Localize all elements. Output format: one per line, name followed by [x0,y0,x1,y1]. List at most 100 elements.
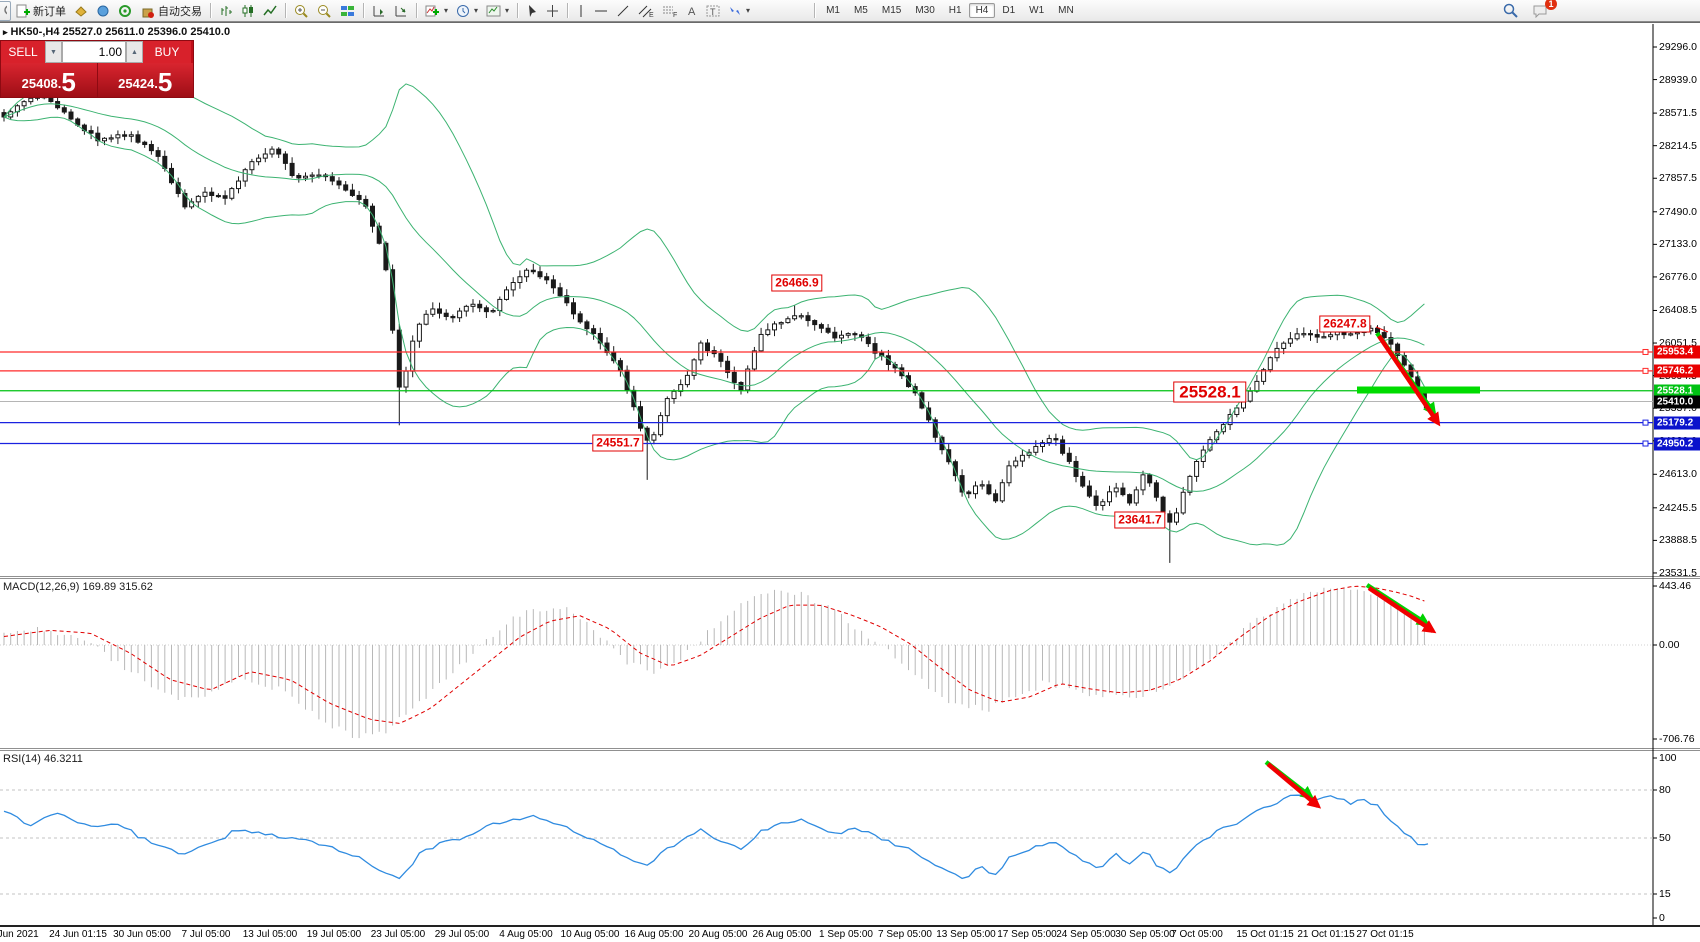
toolbar-separator [517,3,519,18]
toolbar-separator [567,3,569,18]
timeframe-M5[interactable]: M5 [853,4,868,16]
svg-text:F: F [673,12,677,18]
zoom-out-button[interactable] [313,1,336,21]
buy-price-frac: 5 [157,67,173,97]
equidistant-channel-button[interactable]: E [634,1,658,21]
level-line-24950.2[interactable] [0,440,1653,447]
crosshair-icon [547,4,559,17]
signal-icon [119,5,131,17]
dropdown-caret-icon: ▾ [746,6,751,15]
search-icon [1503,3,1518,18]
line-chart-button[interactable] [259,1,281,21]
level-line-25746.2[interactable] [0,367,1653,374]
text-icon: A [688,6,696,18]
price-annotation[interactable]: 25528.1 [1173,381,1247,403]
timeframe-W1[interactable]: W1 [1029,4,1045,16]
sep-macd-rsi[interactable] [0,748,1700,751]
chart-shift-icon [373,5,384,16]
bollinger-band [3,116,1425,546]
periods-button[interactable]: ▾ [452,1,482,21]
cursor-button[interactable] [522,1,542,21]
trend-arrow-rsi[interactable] [1266,762,1322,809]
clipped-icon [0,0,11,21]
new-order-button[interactable]: 新订单 [11,1,70,21]
macd-panel[interactable] [0,585,1653,739]
timeframe-M1[interactable]: M1 [826,4,840,16]
buy-price[interactable]: 25424. 5 [96,63,193,97]
tile-windows-icon [341,5,354,16]
sell-price-main: 25408 [21,76,58,91]
toolbar-separator [814,3,816,18]
timeframe-M15[interactable]: M15 [881,4,902,16]
text-label-button[interactable]: T [702,1,724,21]
dropdown-caret-icon: ▾ [444,6,449,15]
price-annotation[interactable]: 23641.7 [1114,511,1166,529]
auto-scroll-button[interactable] [390,1,412,21]
candlestick-chart-button[interactable] [237,1,259,21]
templates-button[interactable]: ▾ [482,1,513,21]
new-order-label: 新订单 [33,5,66,18]
toolbar-separator [285,3,286,18]
timeframe-H4[interactable]: H4 [968,2,996,18]
candlestick-chart-icon [242,4,253,17]
indicators-button[interactable]: ▾ [421,1,452,21]
price-annotation[interactable]: 26247.8 [1319,315,1371,333]
chart-shift-button[interactable] [368,1,390,21]
volume-input[interactable] [62,41,126,63]
dropdown-caret-icon: ▾ [505,6,510,15]
text-button[interactable]: A [682,1,702,21]
sep-main-macd[interactable] [0,576,1700,579]
auto-trading-button[interactable]: 自动交易 [136,1,206,21]
one-click-trading-panel: SELL ▼ ▲ BUY 25408.5 25424.5 [0,40,194,98]
trend-arrow-macd[interactable] [1367,586,1437,634]
fibonacci-icon: F [663,6,677,18]
level-line-25953.4[interactable] [0,348,1653,355]
fibonacci-button[interactable]: F [658,1,682,21]
volume-increase-button[interactable]: ▲ [126,41,143,63]
toolbar-right-group: 1 [1499,0,1557,21]
timeframe-D1[interactable]: D1 [1002,4,1016,16]
trendline-button[interactable] [612,1,634,21]
vertical-line-icon [580,4,582,17]
tile-windows-button[interactable] [336,1,359,21]
clock-icon [457,4,470,17]
sell-price[interactable]: 25408. 5 [1,63,97,97]
new-order-icon [16,4,30,17]
horizontal-line-icon [595,10,608,11]
toolbar-separator [363,3,364,18]
trade-prices-row: 25408. 5 25424. 5 [1,63,193,97]
axis-ticks [1653,46,1657,919]
volume-decrease-button[interactable]: ▼ [45,41,62,63]
notifications-button[interactable]: 1 [1528,0,1557,21]
crosshair-button[interactable] [542,1,563,21]
history-center-button[interactable] [70,1,92,21]
trend-arrow-main[interactable] [1377,334,1441,427]
vertical-line-button[interactable] [572,1,590,21]
symbol-ohlc-text: HK50-,H4 25527.0 25611.0 25396.0 25410.0 [10,26,231,38]
buy-button[interactable]: BUY [143,41,191,63]
buy-price-dot: . [154,76,158,91]
horizontal-line-button[interactable] [590,1,612,21]
zoom-in-button[interactable] [290,1,313,21]
price-annotation[interactable]: 24551.7 [592,434,644,452]
signals-button[interactable] [114,1,136,21]
sell-button[interactable]: SELL [1,41,45,63]
line-chart-icon [263,5,277,15]
community-button[interactable] [92,1,114,21]
price-annotation[interactable]: 26466.9 [771,274,823,292]
macd-signal-line [3,585,1425,724]
timeframe-M30[interactable]: M30 [915,4,935,16]
toolbar-separator [210,3,211,18]
timeframe-MN[interactable]: MN [1058,4,1074,16]
bar-chart-button[interactable] [215,1,237,21]
main-chart-panel[interactable] [0,83,1653,563]
search-button[interactable] [1499,1,1522,21]
timeframe-H1[interactable]: H1 [948,4,962,16]
notification-badge: 1 [1545,0,1557,10]
shapes-button[interactable]: ▾ [724,1,754,21]
rsi-panel[interactable] [0,789,1653,895]
toolbar: 新订单 自动交易 [0,0,1700,22]
level-line-25179.2[interactable] [0,419,1653,426]
